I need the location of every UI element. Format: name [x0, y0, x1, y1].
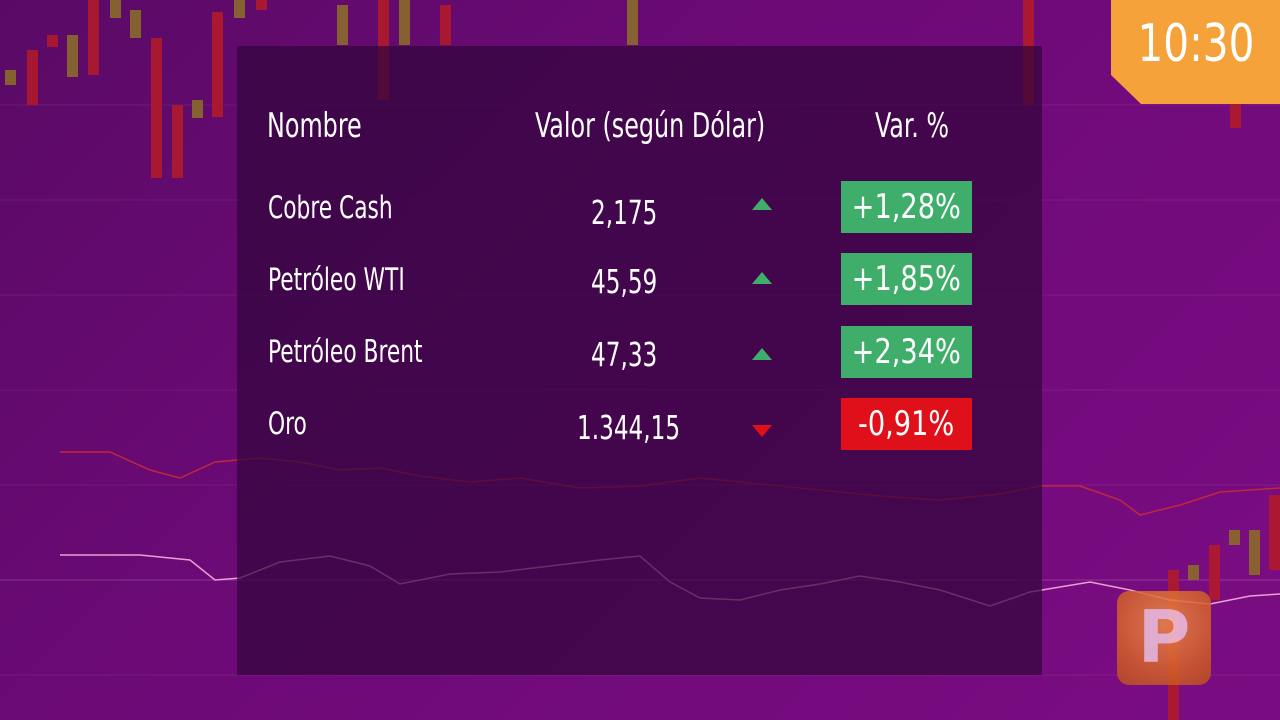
row-value: 1.344,15 — [577, 408, 681, 447]
row-name: Petróleo WTI — [268, 262, 405, 298]
row-value: 45,59 — [591, 262, 658, 301]
channel-logo-p-icon: P — [1117, 591, 1211, 685]
row-name: Petróleo Brent — [268, 334, 423, 370]
clock-badge: 10:30 — [1111, 0, 1280, 104]
change-badge: -0,91% — [841, 398, 972, 450]
header-change: Var. % — [875, 106, 950, 146]
triangle-up-icon — [752, 348, 772, 360]
row-name: Oro — [268, 406, 307, 442]
change-badge: +2,34% — [841, 326, 972, 378]
triangle-down-icon — [752, 425, 772, 437]
row-value: 47,33 — [591, 335, 658, 374]
row-value: 2,175 — [591, 193, 658, 232]
change-badge: +1,28% — [841, 181, 972, 233]
row-name: Cobre Cash — [268, 190, 393, 226]
triangle-up-icon — [752, 272, 772, 284]
header-name: Nombre — [267, 106, 362, 146]
clock-time: 10:30 — [1137, 14, 1254, 74]
triangle-up-icon — [752, 198, 772, 210]
change-badge: +1,85% — [841, 253, 972, 305]
header-value: Valor (según Dólar) — [535, 106, 766, 146]
